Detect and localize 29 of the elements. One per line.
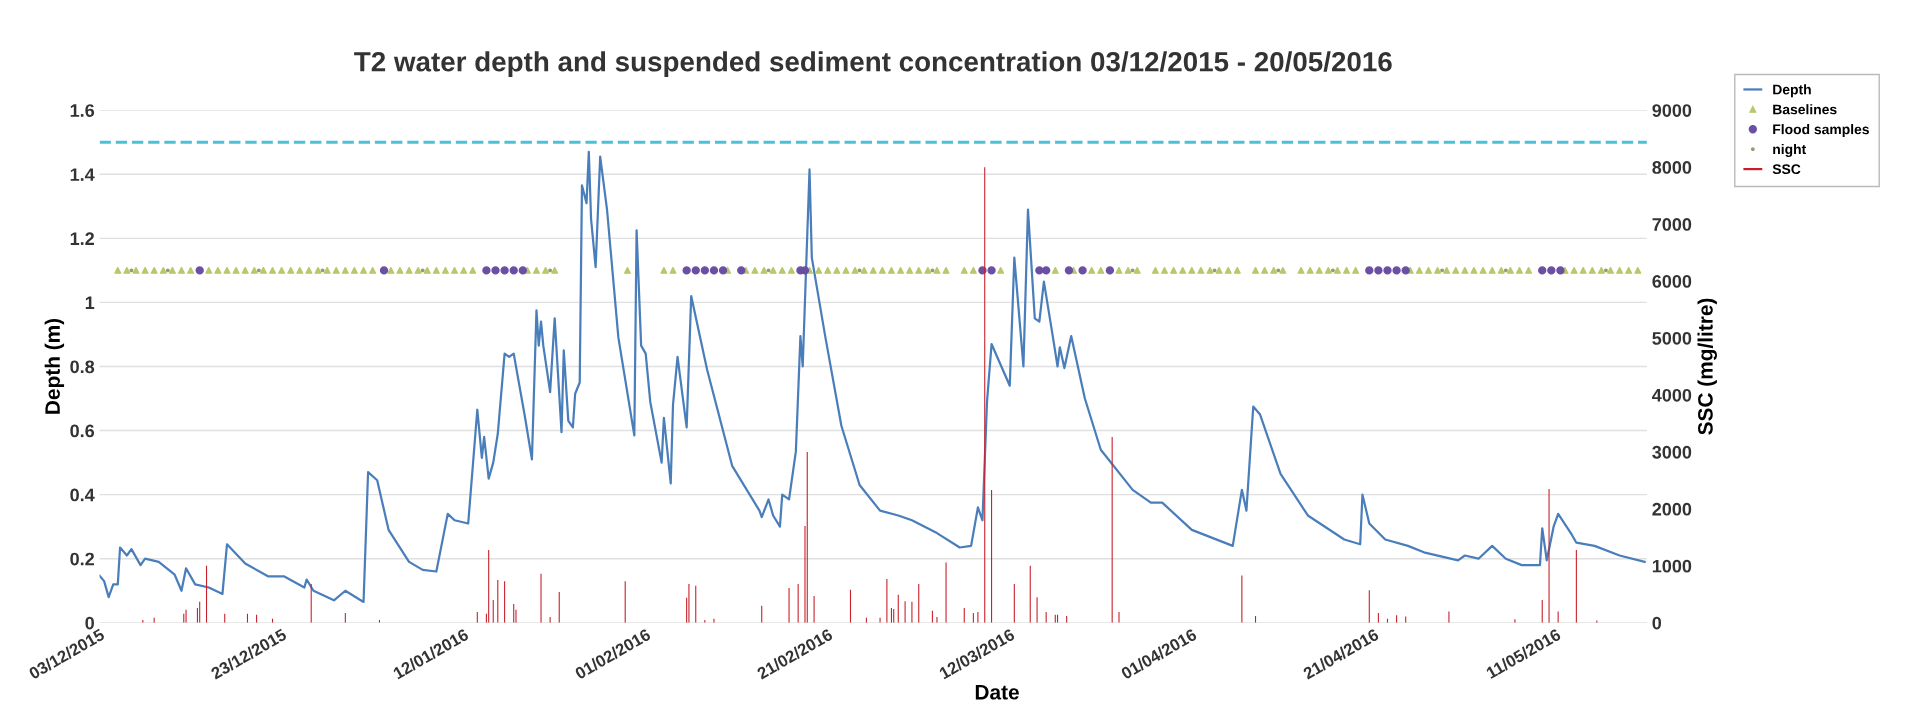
legend-label: Flood samples: [1773, 124, 1869, 137]
y2-tick-label: 5000: [1652, 331, 1692, 345]
y-tick-label: 1.4: [70, 168, 95, 181]
y2-tick-label: 9000: [1652, 104, 1692, 117]
x-axis-title: Date: [975, 685, 1019, 700]
y2-tick-label: 0: [1652, 616, 1662, 630]
y-tick-label: 0.4: [70, 488, 95, 502]
y2-tick-label: 8000: [1652, 161, 1692, 174]
y-tick-label: 1: [85, 296, 95, 309]
y2-tick-label: 1000: [1652, 559, 1692, 573]
legend-label: Baselines: [1773, 104, 1837, 115]
legend-label: night: [1773, 143, 1807, 157]
y-tick-label: 1.2: [70, 232, 94, 245]
y2-tick-label: 2000: [1652, 502, 1692, 516]
y2-tick-label: 7000: [1652, 218, 1692, 231]
y-tick-label: 0.8: [70, 360, 95, 374]
legend-label: SSC: [1772, 164, 1801, 175]
y-tick-label: 0.6: [70, 424, 95, 438]
y-axis-title: Depth (m): [44, 318, 65, 414]
y2-tick-label: 4000: [1652, 388, 1692, 402]
y2-axis-title: SSC (mg/litre): [1697, 298, 1717, 435]
y-tick-label: 1.6: [70, 104, 95, 117]
y2-tick-label: 3000: [1652, 445, 1692, 459]
line-series: [99, 150, 1646, 604]
y2-tick-label: 6000: [1652, 274, 1692, 288]
y-tick-label: 0: [85, 616, 94, 630]
chart-title: T2 water depth and suspended sediment concentration 03/12/2015 - 20/05/2016: [354, 51, 1392, 78]
y-tick-label: 0.2: [70, 552, 94, 566]
legend-label: Depth: [1773, 84, 1811, 98]
